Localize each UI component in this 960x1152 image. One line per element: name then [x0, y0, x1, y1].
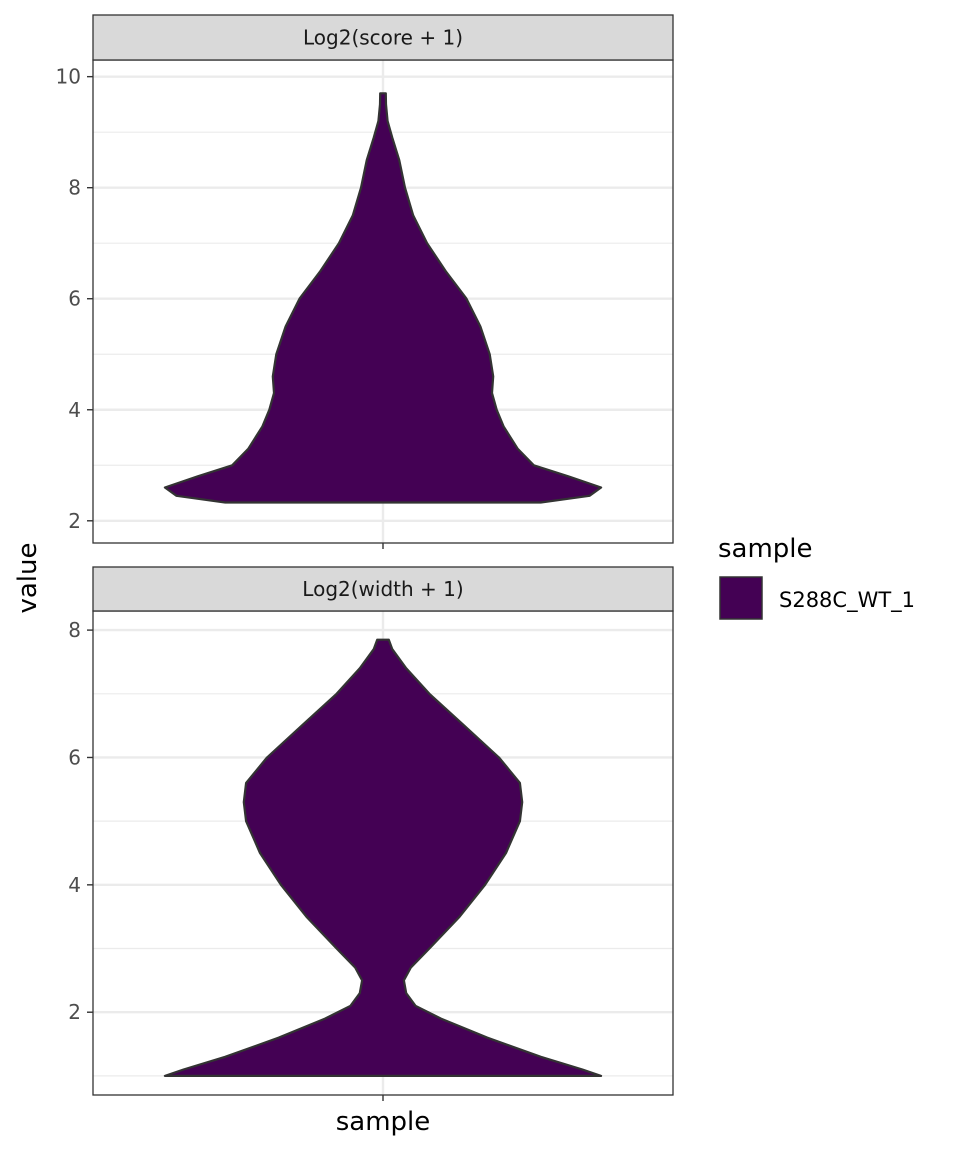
panel-width: 2 4 6 8 Log2(width + 1) — [68, 566, 674, 1101]
legend-title: sample — [718, 534, 813, 564]
violin-s288c-wt-1 — [163, 92, 603, 504]
y-tick-label: 8 — [68, 618, 81, 642]
facet-strip — [92, 566, 674, 612]
legend-key-s288c-wt-1 — [719, 576, 763, 620]
facet-strip — [92, 14, 674, 61]
legend-label-s288c-wt-1: S288C_WT_1 — [779, 588, 915, 613]
legend: sample S288C_WT_1 — [718, 534, 915, 620]
y-axis-title: value — [13, 542, 43, 613]
violin-s288c-wt-1 — [163, 638, 603, 1077]
y-tick-label: 2 — [68, 1000, 81, 1024]
panel-score: 2 4 6 8 10 Log2(score + 1) — [56, 14, 674, 549]
y-tick-label: 6 — [68, 287, 81, 311]
y-tick-label: 2 — [68, 509, 81, 533]
y-tick-label: 10 — [56, 65, 81, 89]
facet-strip-label: Log2(score + 1) — [303, 26, 463, 50]
y-tick-label: 4 — [68, 873, 81, 897]
y-tick-label: 4 — [68, 398, 81, 422]
x-axis-title: sample — [336, 1107, 431, 1137]
facet-strip-label: Log2(width + 1) — [302, 577, 463, 601]
y-tick-label: 6 — [68, 745, 81, 769]
y-tick-label: 8 — [68, 176, 81, 200]
